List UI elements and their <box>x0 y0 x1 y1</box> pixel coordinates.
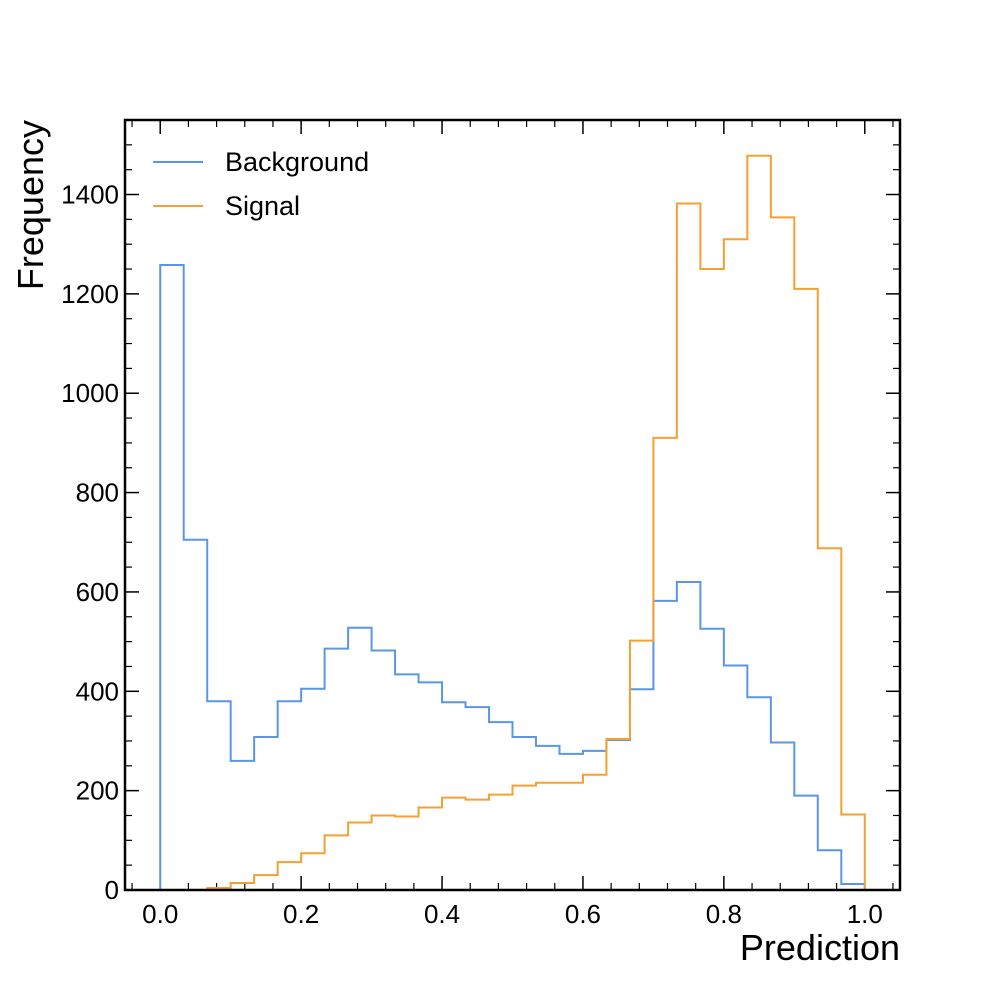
x-axis-label: Prediction <box>740 927 900 968</box>
legend-label-background: Background <box>225 147 369 177</box>
y-axis-label: Frequency <box>10 120 51 290</box>
y-tick-label: 1200 <box>61 279 119 309</box>
x-tick-label: 0.0 <box>142 899 178 929</box>
y-tick-label: 1000 <box>61 378 119 408</box>
y-tick-label: 200 <box>76 776 119 806</box>
legend-label-signal: Signal <box>225 191 300 221</box>
x-tick-label: 0.6 <box>565 899 601 929</box>
y-tick-label: 800 <box>76 478 119 508</box>
x-tick-label: 0.2 <box>283 899 319 929</box>
legend: Background Signal <box>153 147 369 221</box>
series-signal-step <box>160 154 866 891</box>
x-tick-label: 0.4 <box>424 899 460 929</box>
y-tick-label: 600 <box>76 577 119 607</box>
y-tick-label: 0 <box>105 875 119 905</box>
tick-labels: 0.0 0.2 0.4 0.6 0.8 1.0 0 200 400 600 800 1000 1200 1… <box>61 180 883 929</box>
axis-ticks <box>125 119 900 891</box>
y-tick-label: 1400 <box>61 180 119 210</box>
x-tick-label: 1.0 <box>847 899 883 929</box>
series-layer <box>159 154 866 891</box>
y-tick-label: 400 <box>76 676 119 706</box>
plot-frame <box>123 118 902 892</box>
x-tick-label: 0.8 <box>706 899 742 929</box>
series-background-step <box>159 264 866 890</box>
